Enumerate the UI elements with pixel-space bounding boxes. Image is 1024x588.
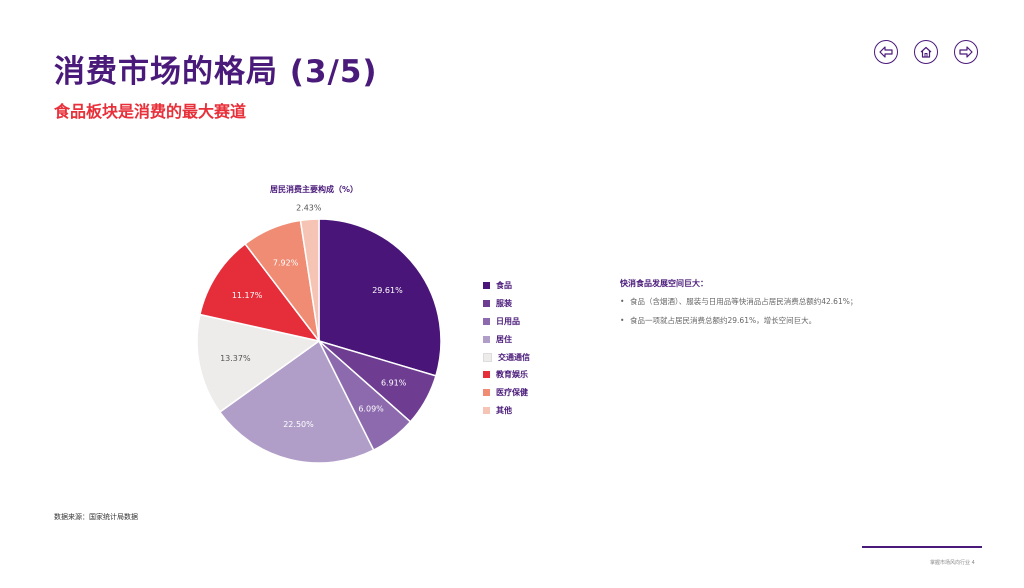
legend-label: 食品 [496,281,512,291]
legend-swatch [483,389,490,397]
data-source: 数据来源：国家统计局数据 [54,513,138,521]
legend-swatch [483,352,492,362]
data-label-4: 22.50% [283,420,314,429]
note-item: • 食品一项就占居民消费总额约29.61%，增长空间巨大。 [620,316,920,327]
home-icon [920,46,932,58]
home-button[interactable] [914,40,938,64]
note-text: 食品（含烟酒）、服装与日用品等快消品占居民消费总额约42.61%； [630,297,858,306]
data-label-3: 6.09% [358,405,384,414]
notes-title: 快消食品发展空间巨大： [620,279,708,288]
legend-label: 其他 [496,405,512,415]
legend-item: 日用品 [483,313,530,331]
note-item: • 食品（含烟酒）、服装与日用品等快消品占居民消费总额约42.61%； [620,297,920,308]
data-label-7: 7.92% [273,258,299,267]
pie-slice-1 [318,218,442,377]
note-text: 食品一项就占居民消费总额约29.61%，增长空间巨大。 [630,315,817,325]
arrow-left-icon [879,46,893,58]
legend-label: 医疗保健 [496,388,528,398]
legend-item: 教育娱乐 [483,366,530,384]
legend-swatch [483,300,490,308]
pie-slice-8 [299,218,320,342]
pie-slice-5 [196,313,321,414]
data-label-5: 13.37% [220,354,251,363]
chart-title: 居民消费主要构成（%） [270,185,359,194]
page-subtitle: 食品板块是消费的最大赛道 [54,102,247,121]
forward-button[interactable] [954,40,978,64]
legend-item: 居住 [483,330,530,348]
legend-item: 食品 [483,277,530,295]
legend-item: 交通通信 [483,348,530,366]
legend-item: 其他 [483,402,530,420]
data-label-6: 11.17% [232,291,263,300]
footer-divider [862,546,982,548]
bullet: • [620,315,625,325]
pie-slice-6 [199,242,321,343]
legend-item: 医疗保健 [483,384,530,402]
data-label-8: 2.43% [296,203,322,212]
bullet: • [620,297,625,306]
legend-label: 教育娱乐 [496,370,528,380]
legend-swatch [483,282,490,290]
page-title: 消费市场的格局 (3/5) [54,54,378,90]
legend-label: 交通通信 [498,352,530,362]
back-button[interactable] [874,40,898,64]
chart-legend: 食品服装日用品居住交通通信教育娱乐医疗保健其他 [483,277,530,419]
legend-swatch [483,317,490,325]
legend-swatch [483,371,490,379]
data-label-2: 6.91% [381,378,407,387]
legend-swatch [483,335,490,343]
nav-buttons [874,40,978,64]
legend-item: 服装 [483,295,530,313]
legend-label: 服装 [496,299,512,309]
legend-swatch [483,406,490,414]
notes-panel: 快消食品发展空间巨大： • 食品（含烟酒）、服装与日用品等快消品占居民消费总额约… [620,278,920,334]
pie-slice-4 [218,339,375,464]
arrow-right-icon [959,46,973,58]
legend-label: 日用品 [496,316,520,326]
data-label-1: 29.61% [372,286,403,295]
footer-text: 掌握市场风向行业 4 [930,560,975,566]
legend-label: 居住 [496,334,512,344]
